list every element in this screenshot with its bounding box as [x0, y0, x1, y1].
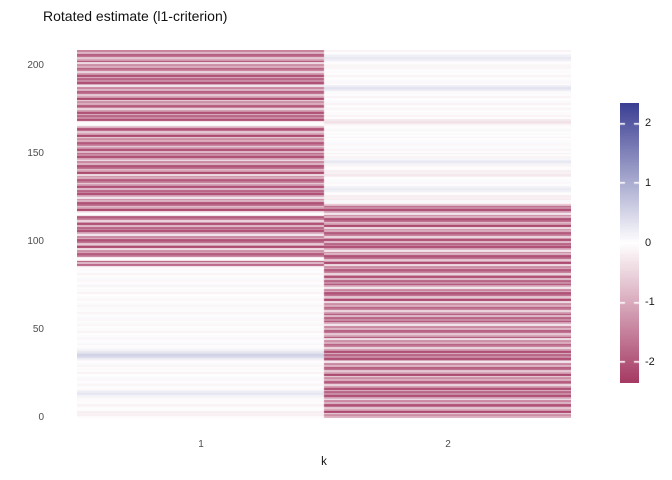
y-tick-label-200: 200 — [27, 60, 44, 71]
colorbar-tick-label-1: 1 — [645, 177, 652, 189]
y-tick-label-0: 0 — [38, 412, 44, 423]
heatmap-canvas — [77, 50, 571, 418]
colorbar-canvas — [620, 103, 639, 383]
colorbar-tick-label-neg2: -2 — [645, 356, 655, 368]
chart-title: Rotated estimate (l1-criterion) — [43, 8, 228, 24]
y-tick-label-150: 150 — [27, 148, 44, 159]
colorbar-tick-label-2: 2 — [645, 117, 652, 129]
x-axis-title: k — [321, 456, 327, 468]
colorbar-tick-label-neg1: -1 — [645, 296, 655, 308]
x-tick-label-2: 2 — [445, 439, 451, 450]
y-tick-label-100: 100 — [27, 236, 44, 247]
y-tick-label-50: 50 — [32, 324, 44, 335]
x-tick-label-1: 1 — [198, 439, 204, 450]
colorbar-tick-label-0: 0 — [645, 237, 652, 249]
